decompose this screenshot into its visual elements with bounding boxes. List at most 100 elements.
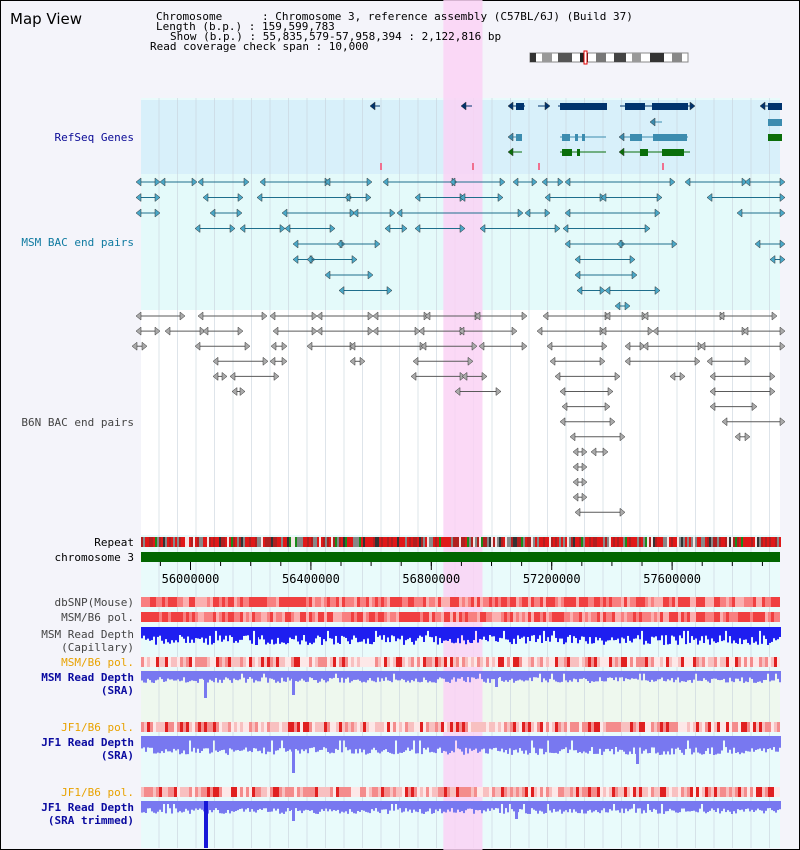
bac-end-arrow[interactable] <box>590 447 597 457</box>
jf1-b6-pol-strip[interactable] <box>714 722 717 732</box>
jf1-b6-pol-strip[interactable] <box>267 722 270 732</box>
jf1-sra-trimmed-depth-bar[interactable] <box>305 801 307 810</box>
repeat-element[interactable] <box>419 537 421 547</box>
bac-end-arrow[interactable] <box>135 192 142 203</box>
msm-capillary-depth-bar[interactable] <box>261 627 263 636</box>
dbsnp-strip[interactable] <box>288 597 291 607</box>
msm-capillary-depth-bar[interactable] <box>421 627 423 637</box>
bac-end-arrow[interactable] <box>779 208 786 218</box>
msm-b6-pol-strip-2[interactable] <box>462 657 465 667</box>
msm-b6-pol-strip-2[interactable] <box>642 657 645 667</box>
jf1-b6-pol-strip[interactable] <box>555 722 558 732</box>
repeat-element[interactable] <box>509 537 511 547</box>
bac-end-arrow[interactable] <box>367 326 374 336</box>
jf1-b6-pol-strip[interactable] <box>576 722 579 732</box>
msm-sra-depth-bar-spike[interactable] <box>204 671 207 698</box>
jf1-b6-pol-strip-2[interactable] <box>546 787 549 797</box>
jf1-sra-trimmed-depth-bar[interactable] <box>287 801 289 809</box>
jf1-b6-pol-strip[interactable] <box>216 722 219 732</box>
jf1-b6-pol-strip-2[interactable] <box>276 787 279 797</box>
jf1-b6-pol-strip-2[interactable] <box>399 787 402 797</box>
jf1-sra-trimmed-depth-bar[interactable] <box>623 801 625 814</box>
repeat-element[interactable] <box>525 537 527 547</box>
jf1-b6-pol-strip-2[interactable] <box>666 787 669 797</box>
dbsnp-strip[interactable] <box>342 597 345 607</box>
bac-end-arrow[interactable] <box>544 208 551 218</box>
msm-b6-pol-strip-2[interactable] <box>351 657 354 667</box>
msm-sra-depth-bar[interactable] <box>745 671 747 682</box>
jf1-b6-pol-strip-2[interactable] <box>720 787 723 797</box>
bac-end-arrow[interactable] <box>497 192 504 203</box>
repeat-element[interactable] <box>749 537 751 547</box>
repeat-element[interactable] <box>581 537 583 547</box>
msm-b6-pol-strip-2[interactable] <box>225 657 228 667</box>
msm-sra-depth-bar[interactable] <box>415 671 417 679</box>
jf1-sra-depth-bar[interactable] <box>655 736 657 754</box>
msm-b6-pol-strip[interactable] <box>276 612 279 622</box>
bac-end-arrow[interactable] <box>324 270 331 280</box>
jf1-b6-pol-strip[interactable] <box>354 722 357 732</box>
msm-b6-pol-strip-2[interactable] <box>396 657 399 667</box>
msm-capillary-depth-bar[interactable] <box>157 627 159 637</box>
msm-capillary-depth-bar[interactable] <box>353 627 355 636</box>
bac-end-arrow[interactable] <box>654 285 661 296</box>
msm-b6-pol-strip[interactable] <box>387 612 390 622</box>
jf1-sra-trimmed-depth-bar[interactable] <box>579 801 581 814</box>
msm-sra-depth-bar-spike[interactable] <box>292 671 295 695</box>
msm-sra-depth-bar[interactable] <box>503 671 505 682</box>
msm-capillary-depth-bar[interactable] <box>519 627 521 639</box>
msm-b6-pol-strip[interactable] <box>582 612 585 622</box>
jf1-sra-trimmed-depth-bar[interactable] <box>277 801 279 809</box>
jf1-b6-pol-strip-2[interactable] <box>618 787 621 797</box>
jf1-b6-pol-strip-2[interactable] <box>330 787 333 797</box>
repeat-element[interactable] <box>499 537 501 547</box>
msm-capillary-depth-bar[interactable] <box>533 627 535 636</box>
refseq-gene-exon[interactable] <box>625 103 645 110</box>
jf1-sra-trimmed-depth-bar[interactable] <box>493 801 495 810</box>
dbsnp-strip[interactable] <box>480 597 483 607</box>
jf1-b6-pol-strip[interactable] <box>561 722 564 732</box>
repeat-element[interactable] <box>363 537 365 547</box>
dbsnp-strip[interactable] <box>615 597 618 607</box>
msm-b6-pol-strip-2[interactable] <box>546 657 549 667</box>
msm-sra-depth-bar[interactable] <box>759 671 761 682</box>
jf1-b6-pol-strip-2[interactable] <box>519 787 522 797</box>
dbsnp-strip[interactable] <box>705 597 708 607</box>
bac-end-arrow[interactable] <box>311 311 318 321</box>
msm-sra-depth-bar[interactable] <box>145 671 147 683</box>
msm-b6-pol-strip-2[interactable] <box>489 657 492 667</box>
jf1-b6-pol-strip[interactable] <box>765 722 768 732</box>
repeat-element[interactable] <box>365 537 367 547</box>
jf1-b6-pol-strip[interactable] <box>366 722 369 732</box>
jf1-sra-depth-bar[interactable] <box>697 736 699 753</box>
msm-b6-pol-strip-2[interactable] <box>576 657 579 667</box>
msm-b6-pol-strip[interactable] <box>678 612 681 622</box>
jf1-sra-depth-bar[interactable] <box>559 736 561 752</box>
msm-capillary-depth-bar[interactable] <box>757 627 759 645</box>
jf1-b6-pol-strip-2[interactable] <box>387 787 390 797</box>
dbsnp-strip[interactable] <box>630 597 633 607</box>
refseq-gene-exon[interactable] <box>575 134 578 141</box>
jf1-sra-depth-bar[interactable] <box>235 736 237 751</box>
msm-capillary-depth-bar[interactable] <box>151 627 153 641</box>
msm-sra-depth-bar[interactable] <box>273 671 275 680</box>
msm-sra-depth-bar[interactable] <box>609 671 611 678</box>
jf1-sra-trimmed-depth-bar[interactable] <box>679 801 681 813</box>
msm-b6-pol-strip[interactable] <box>411 612 414 622</box>
msm-sra-depth-bar[interactable] <box>563 671 565 674</box>
msm-b6-pol-strip[interactable] <box>231 612 234 622</box>
msm-sra-depth-bar[interactable] <box>303 671 305 681</box>
msm-b6-pol-strip[interactable] <box>501 612 504 622</box>
jf1-sra-trimmed-depth-bar[interactable] <box>543 801 545 814</box>
repeat-element[interactable] <box>645 537 647 547</box>
repeat-element[interactable] <box>515 537 517 547</box>
jf1-sra-trimmed-depth-bar[interactable] <box>375 801 377 809</box>
msm-sra-depth-bar[interactable] <box>715 671 717 679</box>
msm-capillary-depth-bar[interactable] <box>765 627 767 639</box>
msm-b6-pol-strip-2[interactable] <box>582 657 585 667</box>
jf1-sra-trimmed-depth-bar[interactable] <box>315 801 317 814</box>
repeat-element[interactable] <box>753 537 755 547</box>
jf1-sra-depth-bar[interactable] <box>257 736 259 752</box>
msm-b6-pol-strip[interactable] <box>636 612 639 622</box>
msm-capillary-depth-bar[interactable] <box>191 627 193 640</box>
